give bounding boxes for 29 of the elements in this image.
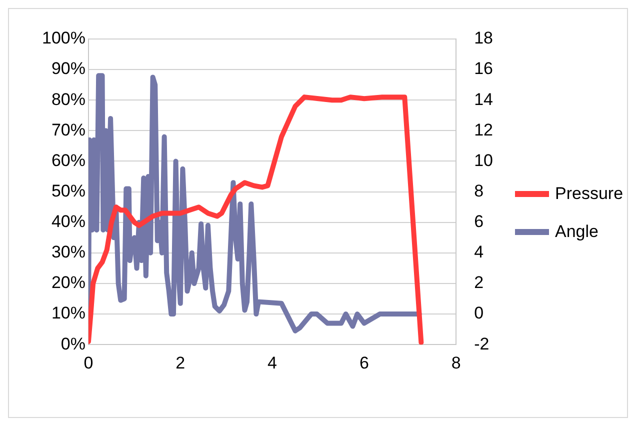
y2-tick-label: 14 — [474, 90, 494, 109]
legend-label: Pressure — [555, 184, 624, 204]
x-tick-label: 6 — [359, 353, 369, 372]
legend-label: Angle — [555, 222, 598, 242]
y2-tick-label: 10 — [474, 150, 494, 170]
y-tick-label: 10% — [51, 304, 86, 323]
y2-tick-label: 2 — [474, 273, 484, 292]
y2-tick-label: 16 — [474, 59, 494, 78]
x-tick-label: 2 — [176, 353, 186, 372]
y2-tick-label: 18 — [474, 28, 494, 48]
y2-tick-label: 4 — [474, 242, 484, 262]
y2-tick-label: -2 — [474, 334, 490, 354]
y-tick-label: 90% — [51, 59, 86, 78]
y-tick-label: 20% — [51, 273, 86, 292]
y-tick-label: 0% — [60, 334, 86, 354]
y-tick-label: 40% — [51, 212, 86, 232]
y2-tick-label: 12 — [474, 120, 494, 140]
x-tick-label: 0 — [84, 353, 94, 372]
y2-tick-label: 0 — [474, 304, 484, 323]
y2-tick-label: 8 — [474, 181, 484, 200]
y-tick-label: 60% — [51, 150, 86, 170]
y-tick-label: 30% — [51, 242, 86, 262]
y-tick-label: 50% — [51, 181, 86, 200]
x-tick-label: 4 — [268, 353, 278, 372]
x-tick-label: 8 — [451, 353, 461, 372]
y-tick-label: 70% — [51, 120, 86, 140]
y-tick-label: 80% — [51, 90, 86, 109]
y2-tick-label: 6 — [474, 212, 484, 232]
y-tick-label: 100% — [42, 28, 86, 48]
